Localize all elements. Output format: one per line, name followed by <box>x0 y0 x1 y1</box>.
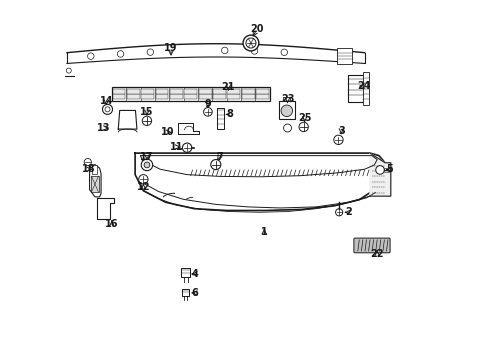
Bar <box>126 89 140 94</box>
Text: 4: 4 <box>191 269 198 279</box>
Circle shape <box>139 175 148 184</box>
Bar <box>337 48 351 64</box>
Bar <box>241 94 254 99</box>
Text: 20: 20 <box>250 24 263 35</box>
Text: 1: 1 <box>260 227 267 237</box>
Polygon shape <box>118 111 137 129</box>
Bar <box>112 87 269 101</box>
Circle shape <box>221 47 227 54</box>
Circle shape <box>210 159 221 170</box>
Bar <box>141 89 154 94</box>
Text: 8: 8 <box>225 109 232 120</box>
Bar <box>362 72 368 105</box>
Bar <box>198 89 211 94</box>
Circle shape <box>281 105 292 117</box>
Text: 25: 25 <box>297 113 311 123</box>
Bar <box>169 89 183 94</box>
Circle shape <box>375 166 384 174</box>
Text: 21: 21 <box>221 82 235 92</box>
Circle shape <box>66 68 71 73</box>
Circle shape <box>251 48 257 54</box>
Circle shape <box>281 49 287 55</box>
Bar <box>227 94 240 99</box>
Text: 17: 17 <box>140 152 153 162</box>
Bar <box>212 89 225 94</box>
Bar <box>198 94 211 99</box>
Circle shape <box>117 51 123 57</box>
Circle shape <box>141 159 152 171</box>
Polygon shape <box>178 123 199 134</box>
FancyBboxPatch shape <box>353 238 389 253</box>
Circle shape <box>243 35 258 51</box>
Circle shape <box>87 53 94 59</box>
Circle shape <box>84 158 91 166</box>
Text: 15: 15 <box>140 107 153 117</box>
Polygon shape <box>135 153 384 211</box>
Bar <box>91 176 99 192</box>
Polygon shape <box>89 165 101 197</box>
Bar <box>155 94 168 99</box>
Bar <box>227 89 240 94</box>
Bar <box>347 75 367 102</box>
Text: 7: 7 <box>216 152 223 162</box>
Bar <box>278 101 294 119</box>
Text: 5: 5 <box>386 164 392 174</box>
Bar <box>169 94 183 99</box>
Text: 6: 6 <box>191 288 198 298</box>
Circle shape <box>102 104 112 114</box>
Bar <box>283 97 290 101</box>
Bar <box>92 165 97 174</box>
Bar <box>184 89 197 94</box>
Circle shape <box>142 116 151 126</box>
Bar <box>126 94 140 99</box>
Text: 14: 14 <box>100 96 113 106</box>
Circle shape <box>203 108 212 116</box>
Text: 3: 3 <box>337 126 344 135</box>
Bar <box>255 94 268 99</box>
Text: 11: 11 <box>169 142 183 152</box>
Bar <box>184 94 197 99</box>
Circle shape <box>298 122 308 132</box>
Text: 13: 13 <box>97 123 110 133</box>
Text: 10: 10 <box>161 127 175 137</box>
Text: 16: 16 <box>105 219 118 229</box>
Bar <box>216 108 223 129</box>
Text: 22: 22 <box>370 248 383 258</box>
Circle shape <box>147 49 153 55</box>
Circle shape <box>144 162 149 168</box>
Bar <box>112 89 125 94</box>
Text: 2: 2 <box>345 207 351 217</box>
Circle shape <box>245 38 255 48</box>
Text: 18: 18 <box>81 164 95 174</box>
Bar <box>212 94 225 99</box>
Bar <box>255 89 268 94</box>
Circle shape <box>335 209 342 216</box>
Polygon shape <box>369 153 390 196</box>
Polygon shape <box>67 44 364 63</box>
Circle shape <box>333 135 343 144</box>
Circle shape <box>105 107 110 112</box>
Circle shape <box>283 124 291 132</box>
Text: 12: 12 <box>136 182 150 192</box>
Text: 23: 23 <box>280 94 294 104</box>
Circle shape <box>182 143 191 152</box>
Bar <box>181 268 190 277</box>
Polygon shape <box>97 198 114 220</box>
Text: 24: 24 <box>356 81 369 91</box>
Bar <box>112 94 125 99</box>
Text: 19: 19 <box>164 43 177 53</box>
Bar <box>241 89 254 94</box>
Bar <box>155 89 168 94</box>
Bar <box>141 94 154 99</box>
Text: 9: 9 <box>204 99 211 109</box>
Bar <box>182 289 189 296</box>
